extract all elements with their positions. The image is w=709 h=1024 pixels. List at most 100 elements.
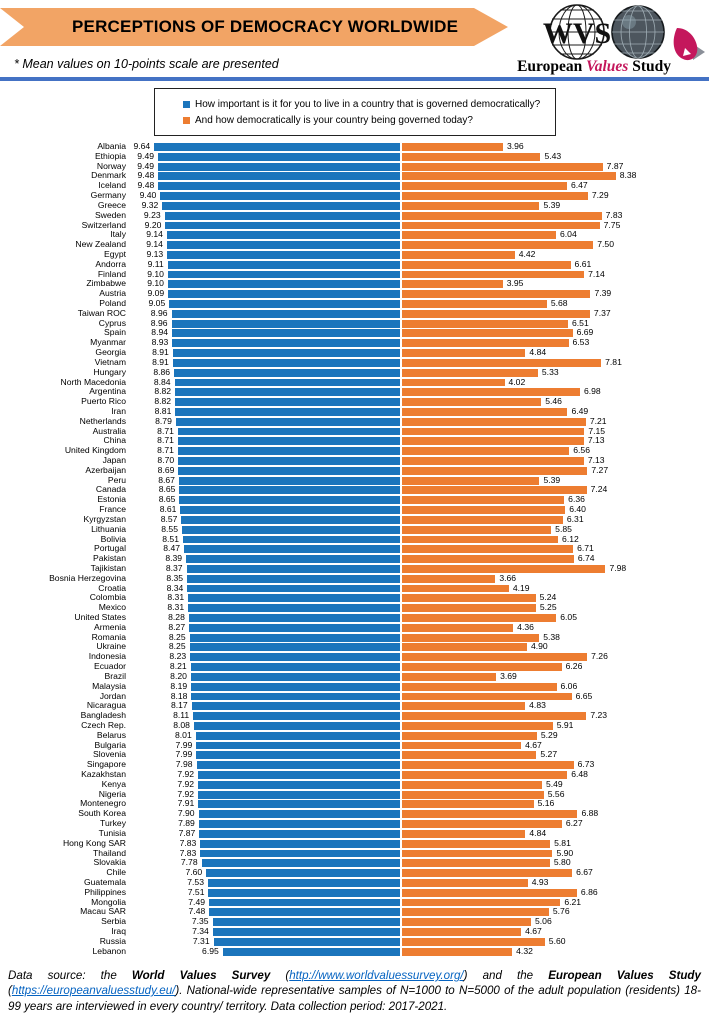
- importance-bar: [201, 859, 400, 868]
- governed-value: 7.75: [603, 219, 621, 230]
- chart-row: Belarus 8.01 5.29: [0, 729, 709, 741]
- country-label: Lebanon: [92, 945, 126, 956]
- country-label: Brazil: [104, 670, 127, 681]
- importance-value: 7.91: [177, 798, 195, 809]
- importance-value: 8.71: [157, 435, 174, 446]
- chart-row: Thailand 7.83 5.90: [0, 848, 709, 859]
- governed-value: 5.06: [535, 916, 552, 927]
- importance-bar: [189, 633, 400, 642]
- governed-value: 6.65: [575, 690, 593, 701]
- governed-bar: [402, 437, 584, 446]
- importance-bar: [178, 457, 400, 465]
- chart-row: Greece 9.32 5.39: [0, 200, 709, 211]
- country-label: Egypt: [104, 248, 126, 259]
- chart-row: Georgia 8.91 4.84: [0, 347, 709, 358]
- governed-bar: [402, 280, 503, 289]
- footer-text: (: [270, 969, 290, 982]
- governed-bar: [402, 339, 569, 348]
- governed-value: 6.21: [564, 896, 582, 907]
- chart-row: Pakistan 8.39 6.74: [0, 553, 709, 564]
- importance-value: 8.25: [168, 631, 186, 642]
- importance-value: 8.21: [169, 661, 187, 672]
- importance-value: 8.70: [157, 455, 175, 465]
- governed-value: 5.33: [541, 366, 559, 377]
- evs-link[interactable]: https://europeanvaluesstudy.eu/: [11, 984, 176, 998]
- chart-row: Norway 9.49 7.87: [0, 161, 709, 172]
- country-label: Vietnam: [94, 356, 126, 367]
- importance-value: 6.95: [202, 945, 219, 956]
- governed-value: 6.86: [580, 886, 598, 897]
- importance-value: 7.35: [191, 916, 209, 927]
- importance-value: 8.34: [166, 582, 184, 593]
- orange-swatch-icon: [183, 116, 190, 124]
- country-label: Netherlands: [79, 415, 126, 426]
- governed-bar: [402, 614, 557, 622]
- importance-value: 9.09: [147, 288, 165, 299]
- importance-value: 8.91: [152, 356, 169, 367]
- chart-row: Portugal 8.47 6.71: [0, 544, 709, 554]
- importance-value: 7.87: [178, 827, 196, 838]
- governed-value: 5.56: [547, 788, 565, 799]
- chart-row: Bolivia 8.51 6.12: [0, 534, 709, 545]
- governed-value: 4.93: [531, 876, 549, 887]
- country-label: Ecuador: [93, 661, 126, 672]
- importance-value: 8.23: [169, 651, 187, 662]
- country-label: Kazakhstan: [81, 769, 126, 779]
- importance-bar: [190, 663, 400, 671]
- country-label: Hungary: [93, 366, 126, 377]
- chart-row: Zimbabwe 9.10 3.95: [0, 279, 709, 289]
- wvs-link[interactable]: http://www.worldvaluessurvey.org/: [289, 969, 464, 982]
- importance-value: 8.71: [157, 425, 174, 436]
- importance-bar: [178, 476, 400, 485]
- chart-row: Finland 9.10 7.14: [0, 268, 709, 280]
- chart-row: Iraq 7.34 4.67: [0, 926, 709, 937]
- country-label: Belarus: [96, 729, 126, 740]
- country-label: Bulgaria: [94, 739, 126, 750]
- chart-row: Ecuador 8.21 6.26: [0, 661, 709, 672]
- governed-value: 5.16: [537, 798, 555, 809]
- country-label: Albania: [97, 141, 126, 151]
- importance-value: 9.10: [147, 278, 164, 289]
- country-label: Taiwan ROC: [77, 307, 126, 318]
- country-label: Estonia: [97, 494, 126, 505]
- importance-bar: [166, 231, 400, 240]
- governed-value: 5.24: [539, 592, 557, 603]
- evs-wordmark: European Values Study: [517, 58, 671, 76]
- importance-value: 7.51: [187, 886, 205, 897]
- country-label: Colombia: [89, 592, 126, 603]
- chart-row: Iran 8.81 6.49: [0, 406, 709, 417]
- governed-value: 6.47: [570, 180, 588, 191]
- importance-value: 7.48: [188, 906, 206, 917]
- footer-wvs-name: World Values Survey: [131, 969, 271, 982]
- chart-row: New Zealand 9.14 7.50: [0, 239, 709, 250]
- country-label: Georgia: [95, 347, 126, 358]
- governed-value: 6.71: [577, 543, 594, 554]
- importance-value: 9.13: [146, 248, 164, 259]
- importance-bar: [175, 407, 400, 416]
- governed-value: 7.14: [588, 268, 605, 279]
- chart-row: Russia 7.31 5.60: [0, 936, 709, 947]
- governed-bar: [402, 771, 568, 779]
- importance-value: 7.99: [175, 749, 193, 760]
- governed-bar: [402, 810, 578, 819]
- importance-bar: [195, 731, 400, 740]
- governed-bar: [402, 447, 570, 456]
- chart-row: Estonia 8.65 6.36: [0, 494, 709, 505]
- country-label: Peru: [107, 474, 126, 485]
- governed-value: 6.98: [583, 386, 601, 397]
- chart-row: Kazakhstan 7.92 6.48: [0, 769, 709, 780]
- governed-value: 4.83: [529, 700, 546, 711]
- governed-bar: [402, 221, 600, 230]
- country-label: United States: [74, 612, 126, 622]
- importance-bar: [199, 829, 400, 838]
- country-label: Mexico: [98, 602, 126, 613]
- governed-bar: [402, 358, 602, 367]
- governed-bar: [402, 515, 563, 524]
- chart-row: Indonesia 8.23 7.26: [0, 651, 709, 662]
- importance-bar: [167, 250, 400, 259]
- importance-value: 7.34: [192, 926, 209, 936]
- governed-bar: [402, 398, 542, 407]
- governed-value: 7.21: [589, 415, 607, 426]
- importance-bar: [158, 162, 400, 171]
- country-label: Cyprus: [98, 317, 126, 328]
